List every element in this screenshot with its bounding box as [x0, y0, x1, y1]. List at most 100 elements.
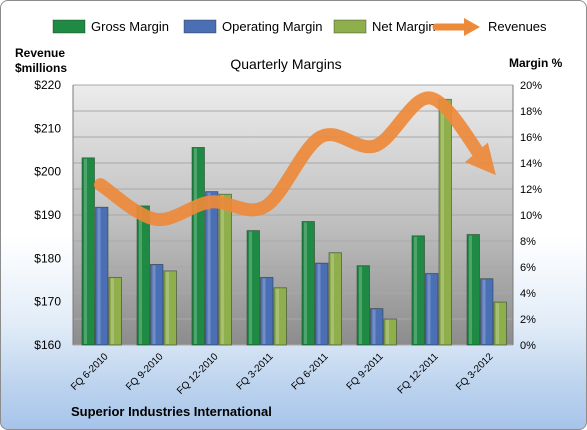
bar-gross-margin: [136, 205, 150, 346]
bar-highlight: [97, 208, 101, 344]
bar-body: [246, 230, 260, 346]
bar-operating-margin: [425, 273, 439, 346]
bar-body: [108, 276, 122, 346]
right-tick-label: 4%: [520, 288, 536, 300]
bar-body: [191, 146, 205, 346]
x-tick-label: FQ 12-2011: [396, 351, 441, 396]
legend-item-revenues: Revenues: [432, 18, 547, 36]
bar-highlight: [427, 274, 431, 344]
bar-operating-margin: [315, 262, 329, 346]
bar-highlight: [386, 320, 389, 344]
x-tick-label: FQ 6-2011: [290, 351, 331, 392]
bar-net-margin: [328, 252, 342, 346]
bar-gross-margin: [81, 157, 95, 346]
revenues-line: [94, 91, 496, 226]
bar-body: [438, 98, 452, 346]
legend-swatch: [183, 19, 217, 34]
bar-highlight: [276, 288, 279, 344]
legend-item-operating-margin: Operating Margin: [183, 19, 322, 34]
x-tick-label: FQ 9-2010: [124, 351, 166, 393]
bar-gross-margin: [466, 234, 480, 346]
left-tick-label: $160: [34, 338, 61, 352]
left-tick-label: $170: [34, 295, 61, 309]
bar-net-margin: [493, 301, 507, 346]
legend-swatch: [333, 19, 367, 34]
bar-highlight: [359, 266, 362, 344]
right-tick-label: 0%: [520, 340, 536, 352]
bar-highlight: [372, 309, 376, 344]
bar-highlight: [139, 206, 142, 344]
right-tick-label: 12%: [520, 184, 542, 196]
left-axis-label-line1: Revenue: [15, 46, 65, 60]
x-tick-label: FQ 6-2010: [69, 351, 111, 393]
right-axis-ticks: 0% 2% 4% 6% 8% 10% 12% 14% 16% 18% 20%: [520, 80, 542, 352]
left-tick-label: $220: [34, 78, 61, 92]
right-tick-label: 8%: [520, 236, 536, 248]
bar-highlight: [111, 278, 114, 344]
legend-label: Gross Margin: [91, 19, 169, 34]
left-tick-label: $210: [34, 121, 61, 135]
legend: Gross Margin Operating Margin Net Margin Re…: [52, 18, 547, 36]
bar-body: [95, 206, 109, 346]
bar-body: [480, 278, 494, 346]
bar-highlight: [262, 278, 266, 344]
bar-gross-margin: [246, 230, 260, 346]
bar-highlight: [331, 253, 334, 344]
bar-body: [370, 308, 384, 346]
left-tick-label: $180: [34, 251, 61, 265]
bar-body: [81, 157, 95, 346]
right-tick-label: 18%: [520, 106, 542, 118]
bar-body: [301, 221, 315, 346]
bar-body: [356, 265, 370, 346]
legend-item-net-margin: Net Margin: [333, 19, 436, 34]
right-tick-label: 20%: [520, 80, 542, 92]
right-axis-label: Margin %: [509, 56, 563, 70]
right-tick-label: 16%: [520, 132, 542, 144]
legend-item-gross-margin: Gross Margin: [52, 19, 169, 34]
bar-operating-margin: [205, 191, 219, 346]
bar-operating-margin: [480, 278, 494, 346]
bar-body: [411, 235, 425, 346]
bar-highlight: [166, 271, 169, 344]
chart-title: Quarterly Margins: [230, 56, 341, 72]
bar-highlight: [469, 235, 472, 344]
x-tick-label: FQ 3-2011: [235, 351, 276, 392]
bar-highlight: [482, 279, 486, 344]
bar-net-margin: [108, 276, 122, 346]
bar-body: [328, 252, 342, 346]
right-tick-label: 2%: [520, 314, 536, 326]
bar-body: [466, 234, 480, 346]
bar-gross-margin: [301, 221, 315, 346]
bar-highlight: [414, 236, 417, 344]
bar-highlight: [84, 158, 87, 344]
bar-highlight: [441, 100, 444, 344]
legend-label: Revenues: [488, 19, 547, 34]
right-tick-label: 10%: [520, 210, 542, 222]
bar-body: [383, 318, 397, 346]
bar-body: [425, 273, 439, 346]
bar-body: [150, 263, 164, 346]
x-tick-label: FQ 12-2010: [175, 351, 221, 397]
left-tick-label: $200: [34, 165, 61, 179]
bar-body: [273, 287, 287, 346]
bar-body: [315, 262, 329, 346]
legend-label: Net Margin: [372, 19, 436, 34]
bar-gross-margin: [411, 235, 425, 346]
bar-gross-margin: [356, 265, 370, 346]
x-tick-label: FQ 9-2011: [345, 351, 386, 392]
bar-operating-margin: [150, 263, 164, 346]
bar-net-margin: [438, 98, 452, 346]
left-axis-label-line2: $millions: [15, 61, 67, 75]
bar-body: [136, 205, 150, 346]
company-name: Superior Industries International: [71, 404, 272, 419]
bar-gross-margin: [191, 146, 205, 346]
bar-net-margin: [383, 318, 397, 346]
bar-highlight: [152, 265, 156, 344]
bar-net-margin: [273, 287, 287, 346]
bar-body: [205, 191, 219, 346]
bar-operating-margin: [95, 206, 109, 346]
legend-label: Operating Margin: [222, 19, 322, 34]
bar-body: [218, 193, 232, 346]
